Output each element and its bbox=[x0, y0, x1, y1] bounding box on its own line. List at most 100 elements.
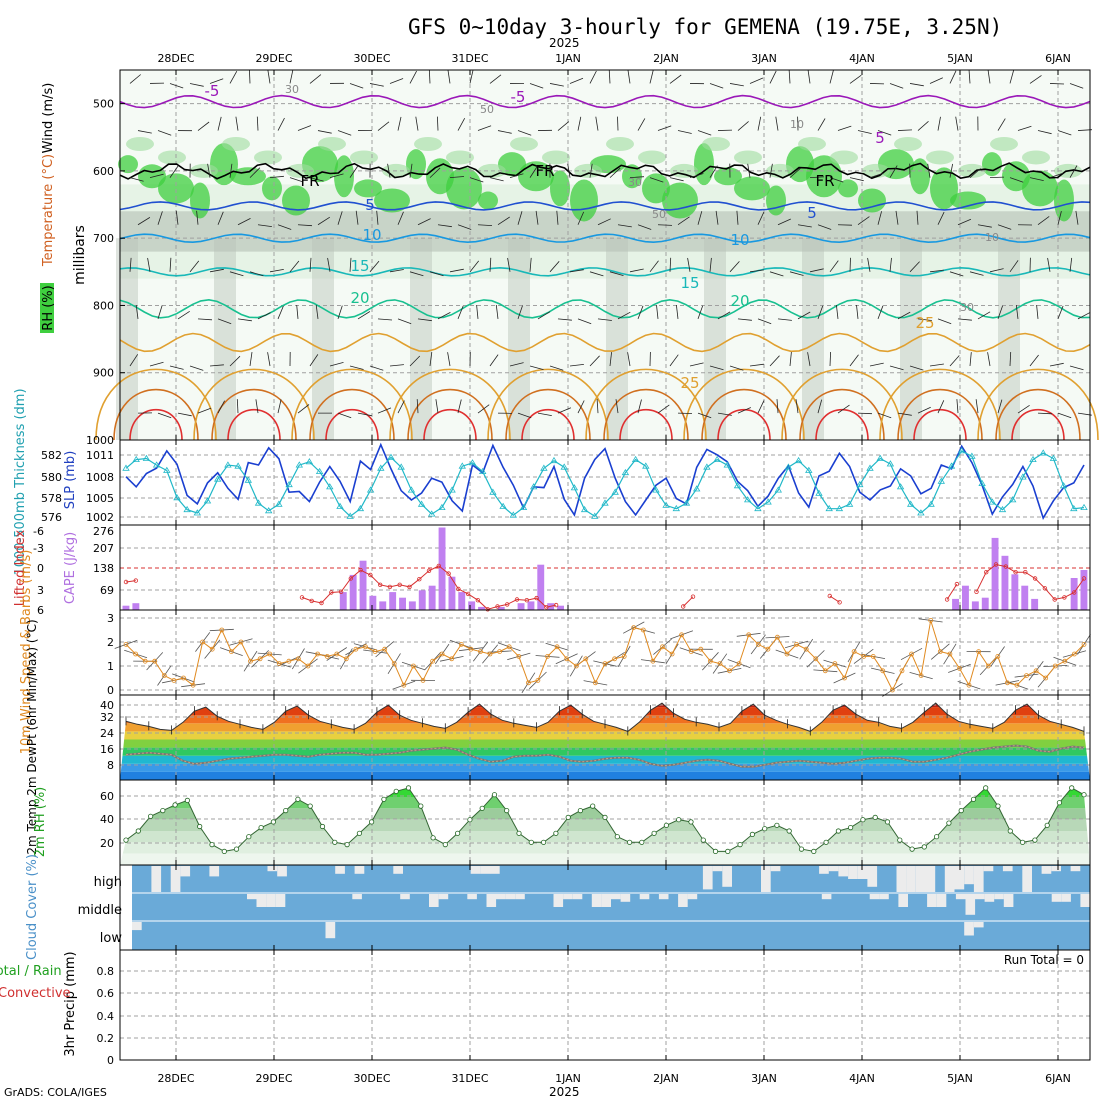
warm-contour bbox=[521, 408, 575, 441]
slp-tick-label: 1002 bbox=[86, 511, 114, 524]
wind-barb bbox=[235, 116, 239, 131]
wind-barb bbox=[1029, 75, 1042, 84]
wind-barb bbox=[889, 83, 904, 89]
rh-band bbox=[120, 831, 1090, 843]
rh2m-marker bbox=[774, 822, 780, 828]
wind10m-marker bbox=[449, 656, 455, 662]
wind10m-marker bbox=[152, 658, 158, 664]
thickness-marker bbox=[305, 458, 314, 465]
wind10m-marker bbox=[890, 687, 895, 693]
thickness-marker bbox=[917, 509, 925, 516]
wind-barb bbox=[309, 177, 324, 182]
lifted-index-marker bbox=[348, 576, 353, 581]
wind-barb bbox=[697, 305, 704, 320]
wind-barb bbox=[317, 216, 331, 226]
wind10m-marker bbox=[391, 661, 397, 666]
wind-barb bbox=[457, 305, 464, 320]
lifted-index-marker bbox=[690, 594, 696, 599]
lifted-index-marker bbox=[475, 598, 481, 603]
rh-moist-column bbox=[998, 238, 1020, 440]
thickness-marker bbox=[754, 504, 762, 512]
cloud-gap-bar bbox=[1051, 866, 1061, 872]
thickness-marker bbox=[468, 459, 477, 466]
cape-bar bbox=[517, 603, 525, 610]
side-label: Temperature (°C) bbox=[41, 154, 56, 267]
wind-barb bbox=[717, 311, 731, 320]
wind-barb bbox=[255, 399, 259, 414]
wind-barb bbox=[277, 305, 284, 320]
wind-barb bbox=[889, 165, 898, 178]
contour-label: FR bbox=[815, 172, 834, 190]
wind-barb bbox=[777, 318, 792, 321]
cloud-gap-bar bbox=[180, 866, 191, 877]
wind-barb bbox=[757, 211, 765, 225]
cloud-gap-bar bbox=[639, 894, 650, 900]
wind-barb bbox=[927, 163, 931, 178]
top-date-label: 6JAN bbox=[1045, 52, 1071, 65]
thickness-marker bbox=[377, 464, 385, 471]
rh-band bbox=[120, 797, 1090, 809]
thickness-marker bbox=[132, 455, 140, 462]
bottom-date-label: 1JAN bbox=[555, 1072, 581, 1085]
wind-barb bbox=[569, 364, 584, 367]
cloud-gap-bar bbox=[1070, 866, 1081, 872]
wind10m-marker bbox=[736, 661, 742, 666]
wind10m-marker bbox=[1014, 682, 1020, 688]
cloud-gap-bar bbox=[572, 894, 583, 900]
warm-contour bbox=[913, 408, 967, 441]
wind10m-marker bbox=[478, 649, 483, 654]
rh-contour-label: 30 bbox=[960, 301, 974, 314]
wind10m-marker bbox=[334, 651, 340, 657]
rh2m-marker bbox=[221, 848, 227, 855]
side-label: RH (%) bbox=[41, 285, 56, 330]
rh2m-marker bbox=[307, 803, 313, 809]
wind10m-marker bbox=[468, 646, 474, 652]
contour-label: 10 bbox=[362, 226, 381, 244]
thickness-marker bbox=[927, 500, 935, 507]
cape-bar bbox=[359, 560, 367, 610]
rh-bands bbox=[120, 787, 1090, 865]
temperature-contour bbox=[119, 332, 1091, 353]
thickness-marker bbox=[968, 452, 976, 459]
wind-barb bbox=[369, 83, 384, 87]
wind-barb bbox=[457, 118, 466, 131]
wind-barb bbox=[377, 318, 393, 321]
wind10m-marker bbox=[497, 649, 503, 654]
wind-barb bbox=[409, 70, 417, 84]
lifted-index-marker bbox=[974, 589, 979, 594]
wind-barb bbox=[249, 167, 261, 178]
slp-line bbox=[125, 442, 1085, 520]
wind-barb bbox=[557, 407, 572, 414]
cloud-gap-bar bbox=[984, 894, 995, 902]
rh2m-marker bbox=[160, 807, 166, 814]
wind10m-marker bbox=[161, 673, 167, 678]
wind-barb bbox=[917, 120, 929, 131]
wind-barb bbox=[1029, 354, 1039, 367]
rh2m-marker bbox=[491, 792, 498, 798]
wind-barb bbox=[877, 211, 882, 225]
wind-barb bbox=[917, 406, 931, 414]
contour-label: FR bbox=[535, 162, 554, 180]
wind10m-marker bbox=[775, 634, 780, 640]
wind-barb bbox=[1075, 210, 1079, 225]
wind-barb bbox=[769, 70, 777, 84]
rh2m-marker bbox=[565, 814, 571, 821]
wind-barb bbox=[377, 407, 392, 414]
wind-barb bbox=[1009, 69, 1015, 84]
wind-barb bbox=[949, 70, 957, 84]
cloud-gap-bar bbox=[994, 894, 1004, 900]
cloud-gap-bar bbox=[828, 866, 839, 872]
wind-barb bbox=[1037, 412, 1053, 415]
wind-barb bbox=[529, 83, 544, 89]
wind-barb bbox=[807, 352, 811, 367]
wind-barb bbox=[737, 318, 752, 321]
cloud-gap-bar bbox=[687, 894, 698, 900]
thickness-marker bbox=[825, 504, 833, 512]
cloud-gap-bar bbox=[480, 866, 491, 874]
contour-label: 25 bbox=[680, 374, 699, 392]
wind-barb bbox=[776, 399, 779, 414]
rh2m-marker bbox=[749, 831, 756, 838]
wind-barb bbox=[997, 224, 1012, 230]
rh-moist-patch bbox=[262, 176, 282, 201]
thickness-marker bbox=[244, 476, 253, 483]
